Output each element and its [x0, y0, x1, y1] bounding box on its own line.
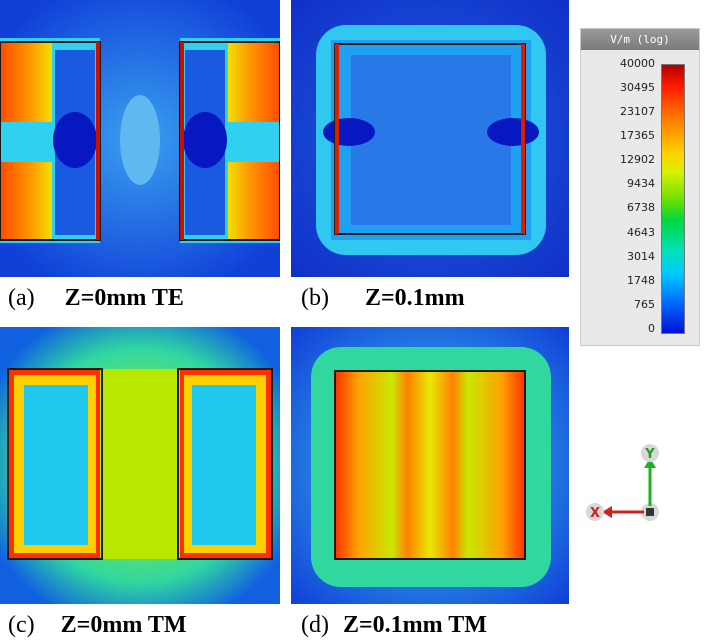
caption-d-tag: (d) — [301, 612, 329, 638]
caption-b-label: Z=0.1mm — [364, 285, 465, 311]
caption-d-label: Z=0.1mm TM — [342, 612, 487, 638]
caption-b: (b) Z=0.1mm — [301, 285, 465, 312]
colorbar-tick: 1748 — [627, 274, 655, 287]
colorbar-ticks: 40000 30495 23107 17365 12902 9434 6738 … — [581, 29, 699, 345]
caption-c-label: Z=0mm TM — [60, 612, 187, 638]
colorbar-tick: 40000 — [620, 57, 655, 70]
colorbar-tick: 17365 — [620, 129, 655, 142]
caption-a-tag: (a) — [8, 285, 35, 311]
colorbar-tick: 765 — [634, 298, 655, 311]
colorbar-tick: 0 — [648, 322, 655, 335]
field-map-a — [0, 0, 280, 277]
colorbar-tick: 30495 — [620, 81, 655, 94]
colorbar-tick: 12902 — [620, 153, 655, 166]
colorbar-title: V/m (log) — [581, 29, 699, 50]
caption-a-label: Z=0mm TE — [64, 285, 184, 311]
colorbar-tick: 23107 — [620, 105, 655, 118]
field-map-b — [291, 0, 569, 277]
colorbar-tick: 9434 — [627, 177, 655, 190]
caption-c-tag: (c) — [8, 612, 35, 638]
caption-a: (a) Z=0mm TE — [8, 285, 184, 312]
colorbar-tick: 6738 — [627, 201, 655, 214]
axes-triad: Y X — [580, 440, 670, 530]
colorbar-legend: V/m (log) 40000 30495 23107 17365 12902 … — [580, 28, 700, 346]
caption-b-tag: (b) — [301, 285, 329, 311]
caption-d: (d) Z=0.1mm TM — [301, 612, 487, 639]
y-axis-label: Y — [644, 447, 655, 462]
x-axis-label: X — [590, 506, 600, 521]
caption-c: (c) Z=0mm TM — [8, 612, 187, 639]
field-map-d — [291, 327, 569, 604]
colorbar-tick: 3014 — [627, 250, 655, 263]
colorbar-gradient — [661, 64, 685, 334]
field-map-c — [0, 327, 280, 604]
colorbar-tick: 4643 — [627, 226, 655, 239]
